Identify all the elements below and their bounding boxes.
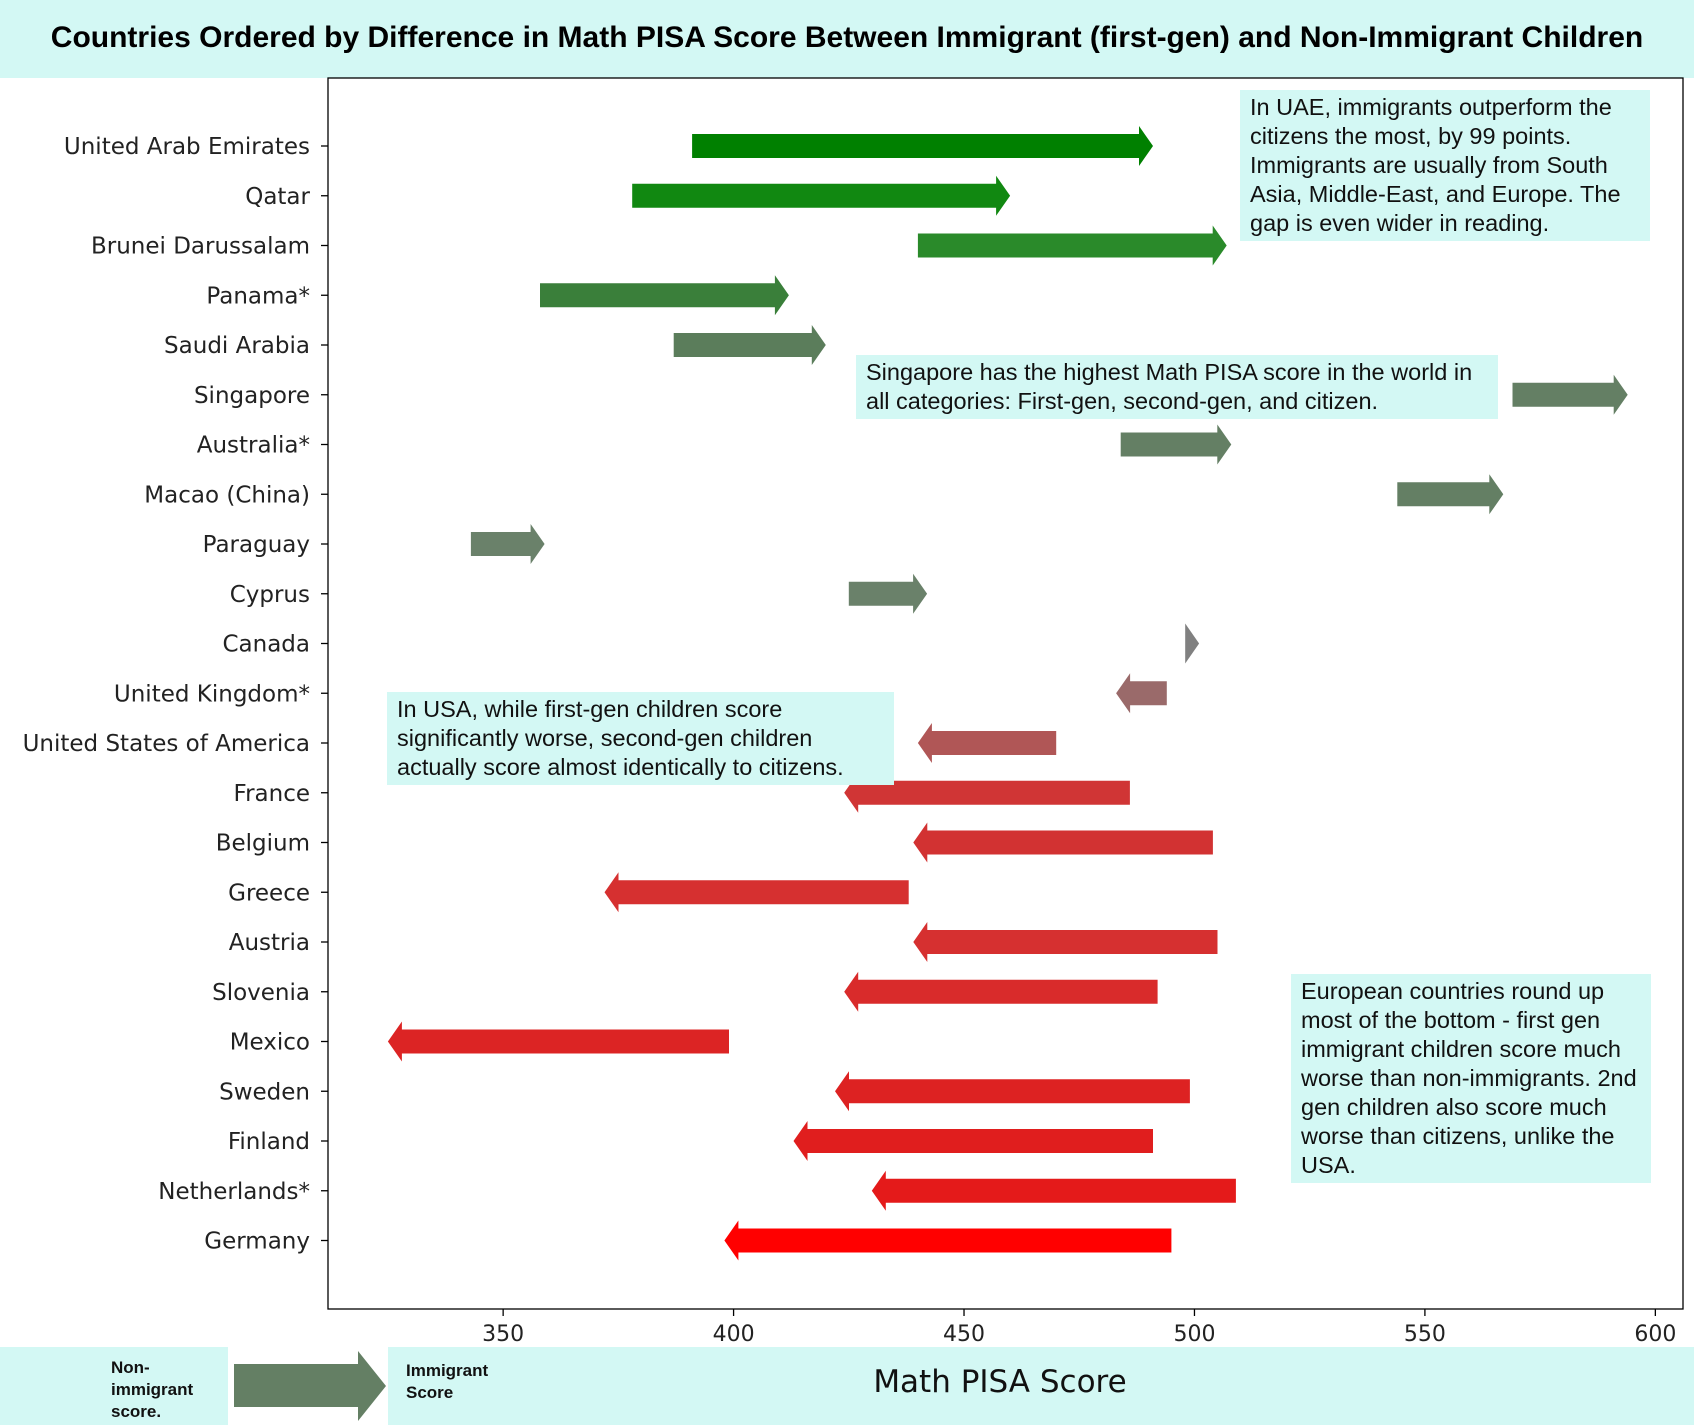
legend-arrow <box>234 1351 386 1421</box>
arrow-mark <box>540 275 789 316</box>
y-tick-label: Canada <box>222 632 310 658</box>
chart-title: Countries Ordered by Difference in Math … <box>50 21 1644 54</box>
arrow-mark <box>1512 374 1628 415</box>
arrow-mark <box>387 1021 729 1062</box>
y-tick-label: Austria <box>229 930 310 956</box>
y-tick-label: United Arab Emirates <box>64 134 310 160</box>
title-bar <box>0 0 1694 78</box>
y-tick-label: United States of America <box>23 731 310 757</box>
y-tick-label: Germany <box>204 1229 310 1255</box>
y-tick-label: Belgium <box>216 831 310 857</box>
y-tick-label: Brunei Darussalam <box>91 234 310 260</box>
arrow-mark <box>848 573 928 614</box>
annotation-usa: In USA, while first-gen children score s… <box>387 692 894 785</box>
arrow-mark <box>835 1071 1190 1112</box>
y-tick-label: United Kingdom* <box>114 681 310 707</box>
y-tick-label: Qatar <box>245 184 310 210</box>
y-tick-label: Australia* <box>197 433 310 459</box>
x-axis-label: Math PISA Score <box>873 1364 1127 1400</box>
arrow-mark <box>913 922 1218 962</box>
arrow-mark <box>844 971 1158 1012</box>
legend-arrow-shape <box>234 1351 386 1421</box>
y-tick-label: Macao (China) <box>144 482 310 508</box>
y-tick-label: Greece <box>228 880 310 906</box>
y-tick-label: Sweden <box>219 1079 310 1105</box>
x-tick-label: 350 <box>482 1322 524 1347</box>
annotation-europe: European countries round up most of the … <box>1291 974 1651 1183</box>
arrow-mark <box>604 872 909 913</box>
arrow-mark <box>844 772 1130 813</box>
arrow-mark <box>724 1220 1172 1261</box>
chart-svg: 350 400 450 500 550 600 United Arab Emirates Qa… <box>23 77 1684 1347</box>
x-tick-label: 600 <box>1634 1322 1676 1347</box>
arrow-mark <box>793 1121 1153 1161</box>
arrow-mark <box>673 325 826 365</box>
y-tick-label: Cyprus <box>230 582 310 608</box>
arrow-mark <box>1116 673 1167 714</box>
y-tick-label: France <box>234 781 310 807</box>
y-tick-label: Panama* <box>206 283 310 309</box>
x-tick-label: 550 <box>1404 1322 1446 1347</box>
annotation-singapore: Singapore has the highest Math PISA scor… <box>856 355 1498 419</box>
arrow-mark <box>692 126 1153 166</box>
y-tick-label: Paraguay <box>203 532 310 558</box>
y-tick-label: Finland <box>228 1129 310 1155</box>
legend-immigrant-label: Immigrant Score <box>406 1361 489 1402</box>
arrow-mark <box>1185 623 1200 664</box>
y-tick-label: Mexico <box>230 1030 310 1056</box>
x-tick-label: 400 <box>713 1322 755 1347</box>
y-tick-label: Netherlands* <box>158 1179 310 1205</box>
arrow-mark <box>1397 474 1504 515</box>
legend-non-immigrant-label: Non-immigrant score. <box>111 1358 194 1421</box>
arrow-mark <box>470 524 545 564</box>
arrow-mark <box>632 175 1011 216</box>
arrow-mark <box>917 225 1227 266</box>
x-tick-label: 500 <box>1173 1322 1215 1347</box>
y-tick-label: Slovenia <box>212 980 310 1006</box>
y-tick-label: Saudi Arabia <box>164 333 310 359</box>
arrow-mark <box>871 1170 1236 1211</box>
x-tick-label: 450 <box>943 1322 985 1347</box>
arrow-mark <box>1120 424 1232 465</box>
arrow-mark <box>913 822 1213 863</box>
annotation-uae: In UAE, immigrants outperform the citize… <box>1240 90 1650 241</box>
arrow-mark <box>917 723 1057 763</box>
y-tick-label: Singapore <box>194 383 310 409</box>
